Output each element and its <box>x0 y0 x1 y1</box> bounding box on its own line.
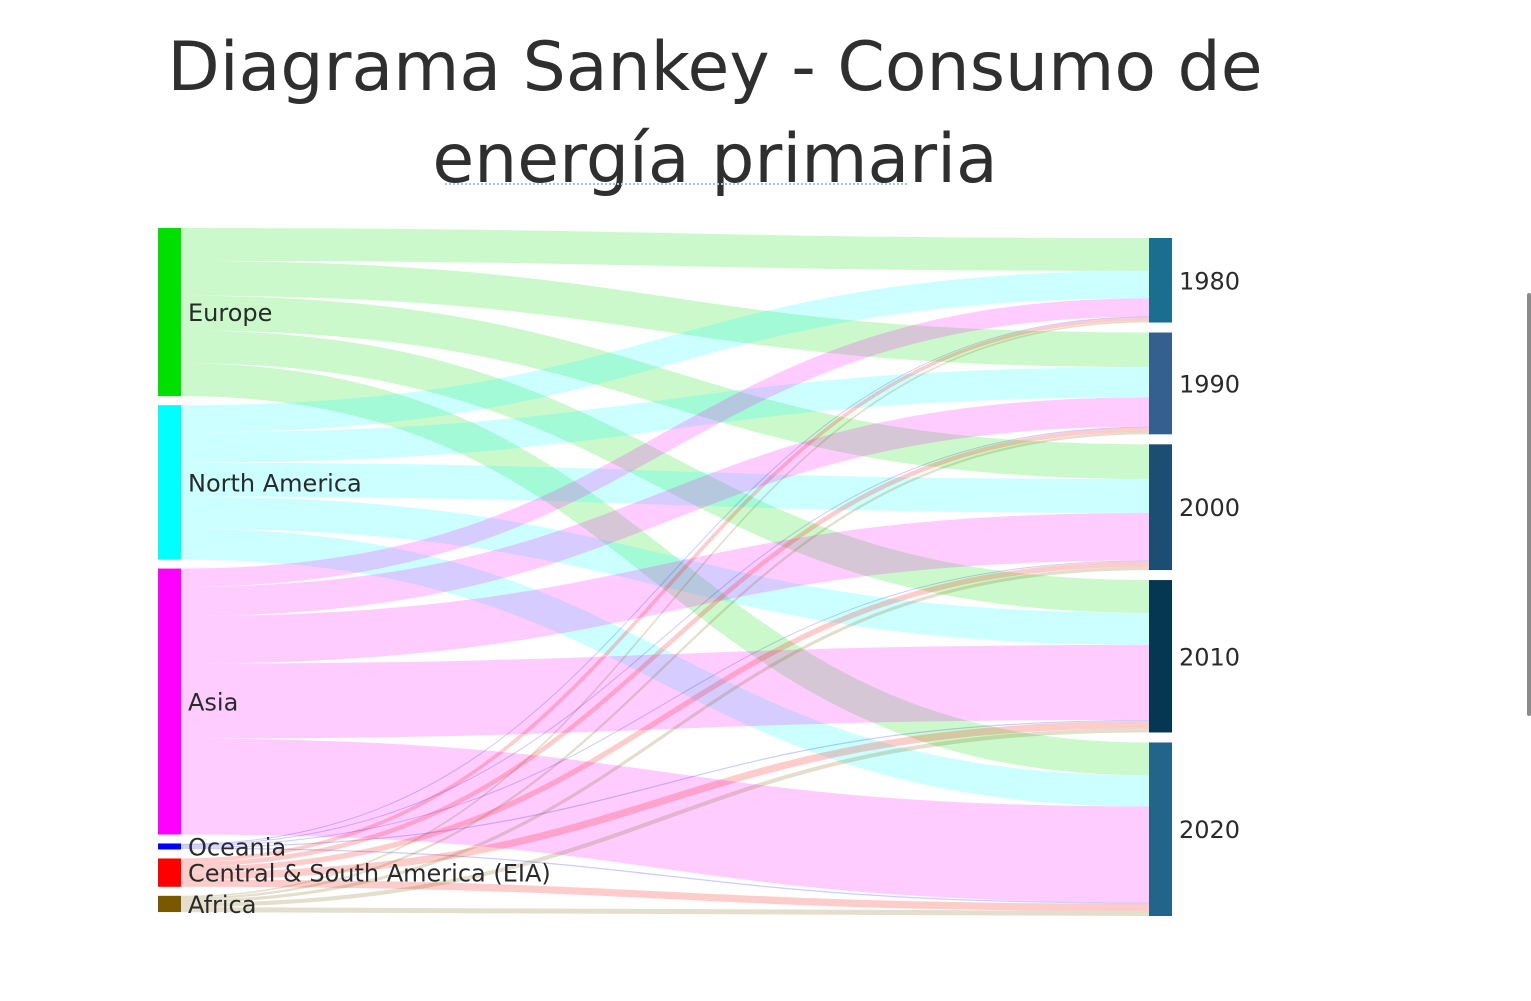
node-label-2020: 2020 <box>1179 816 1240 844</box>
link-asia-2000[interactable] <box>180 512 1150 664</box>
node-label-north-america: North America <box>188 469 362 497</box>
node-label-central-south-america-eia: Central & South America (EIA) <box>188 860 551 888</box>
node-asia[interactable] <box>158 568 181 835</box>
link-europe-1980[interactable] <box>180 228 1150 271</box>
node-label-africa: Africa <box>188 891 256 919</box>
node-label-1980: 1980 <box>1179 267 1240 295</box>
node-2010[interactable] <box>1149 580 1172 733</box>
link-europe-2010[interactable] <box>180 330 1150 613</box>
link-central-south-america-eia--2000[interactable] <box>180 561 1150 873</box>
chart-title: Diagrama Sankey - Consumo de energía pri… <box>167 28 1263 199</box>
link-north-america-2020[interactable] <box>180 528 1150 807</box>
node-central-south-america-eia[interactable] <box>158 858 181 887</box>
link-asia-2010[interactable] <box>180 644 1150 739</box>
link-north-america-1990[interactable] <box>180 367 1150 463</box>
link-oceania-2000[interactable] <box>180 560 1150 847</box>
link-europe-2000[interactable] <box>180 295 1150 480</box>
sankey-nodes <box>158 228 1172 916</box>
link-africa-2010[interactable] <box>180 728 1150 908</box>
link-africa-1990[interactable] <box>180 432 1150 900</box>
node-africa[interactable] <box>158 895 181 913</box>
link-oceania-1990[interactable] <box>180 426 1150 846</box>
node-label-asia: Asia <box>188 689 238 717</box>
link-central-south-america-eia--2010[interactable] <box>180 721 1150 880</box>
node-label-oceania: Oceania <box>188 833 286 861</box>
link-oceania-2010[interactable] <box>180 719 1150 848</box>
vertical-scrollbar[interactable] <box>1527 293 1531 716</box>
link-asia-1980[interactable] <box>180 298 1150 587</box>
link-europe-2020[interactable] <box>180 363 1150 776</box>
link-africa-2020[interactable] <box>180 907 1150 916</box>
link-oceania-1980[interactable] <box>180 316 1150 845</box>
link-central-south-america-eia--2020[interactable] <box>180 879 1150 911</box>
node-label-1990: 1990 <box>1179 370 1240 398</box>
node-oceania[interactable] <box>158 843 181 850</box>
link-central-south-america-eia--1990[interactable] <box>180 427 1150 867</box>
link-asia-2020[interactable] <box>180 738 1150 903</box>
node-label-europe: Europe <box>188 299 272 327</box>
link-north-america-2000[interactable] <box>180 462 1150 513</box>
link-oceania-2020[interactable] <box>180 847 1150 904</box>
node-label-2000: 2000 <box>1179 494 1240 522</box>
link-north-america-1980[interactable] <box>180 270 1150 433</box>
link-central-south-america-eia--1980[interactable] <box>180 317 1150 863</box>
node-north-america[interactable] <box>158 405 181 560</box>
link-north-america-2010[interactable] <box>180 496 1150 645</box>
node-label-2010: 2010 <box>1179 643 1240 671</box>
link-asia-1990[interactable] <box>180 397 1150 617</box>
link-africa-1980[interactable] <box>180 320 1150 898</box>
link-africa-2000[interactable] <box>180 566 1150 903</box>
node-1990[interactable] <box>1149 332 1172 435</box>
node-2020[interactable] <box>1149 742 1172 916</box>
node-europe[interactable] <box>158 228 181 397</box>
link-europe-1990[interactable] <box>180 260 1150 368</box>
node-2000[interactable] <box>1149 444 1172 571</box>
sankey-links <box>180 228 1150 916</box>
node-1980[interactable] <box>1149 238 1172 323</box>
spellcheck-underline <box>445 183 907 185</box>
